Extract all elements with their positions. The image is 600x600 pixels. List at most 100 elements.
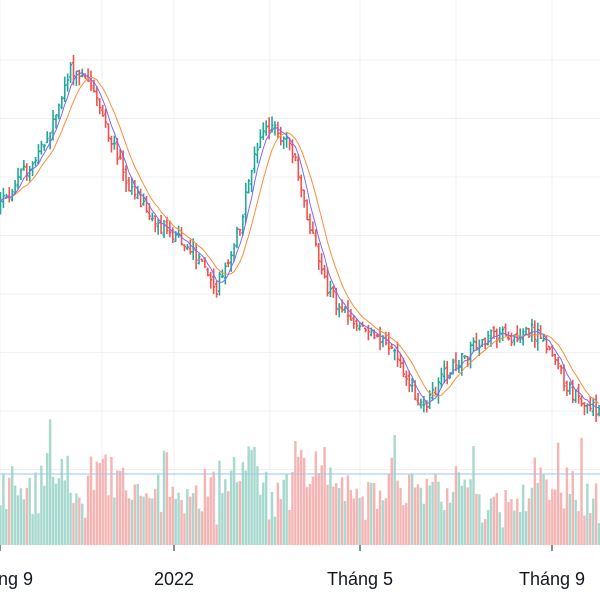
ohlc-bar[interactable]	[311, 221, 315, 234]
ohlc-bar[interactable]	[559, 364, 563, 375]
ohlc-bar[interactable]	[568, 381, 572, 395]
ohlc-bar[interactable]	[10, 189, 14, 202]
ohlc-bar[interactable]	[328, 280, 332, 298]
ohlc-bar[interactable]	[22, 159, 26, 171]
ohlc-bar[interactable]	[445, 361, 449, 385]
ohlc-bar[interactable]	[352, 314, 356, 329]
ohlc-bar[interactable]	[442, 360, 446, 384]
ohlc-bar[interactable]	[235, 226, 239, 249]
ohlc-bar[interactable]	[83, 73, 87, 80]
ohlc-bar[interactable]	[591, 397, 595, 417]
ohlc-bar[interactable]	[130, 177, 134, 195]
ohlc-bar[interactable]	[215, 280, 219, 298]
ohlc-bar[interactable]	[200, 258, 204, 262]
ohlc-bar[interactable]	[107, 123, 111, 142]
ohlc-bar[interactable]	[98, 98, 102, 115]
ohlc-bar[interactable]	[39, 140, 43, 155]
ohlc-bar[interactable]	[63, 76, 67, 102]
ohlc-bar[interactable]	[314, 229, 318, 247]
ohlc-bar[interactable]	[241, 214, 245, 236]
ohlc-bar[interactable]	[518, 328, 522, 343]
ohlc-bar[interactable]	[101, 104, 105, 117]
ohlc-bar[interactable]	[185, 243, 189, 251]
ohlc-bar[interactable]	[118, 148, 122, 160]
ohlc-bar[interactable]	[375, 334, 379, 338]
ohlc-bar[interactable]	[556, 357, 560, 370]
ohlc-bar[interactable]	[515, 325, 519, 343]
ohlc-bar[interactable]	[410, 377, 414, 393]
ohlc-bar[interactable]	[317, 243, 321, 271]
ohlc-bar[interactable]	[34, 156, 38, 166]
ohlc-bar[interactable]	[349, 308, 353, 321]
ohlc-bar[interactable]	[326, 267, 330, 297]
ohlc-bar[interactable]	[533, 320, 537, 348]
ohlc-bar[interactable]	[404, 370, 408, 386]
ohlc-bar[interactable]	[320, 253, 324, 275]
ohlc-bar[interactable]	[69, 62, 73, 83]
ohlc-bar[interactable]	[337, 303, 341, 318]
ohlc-bar[interactable]	[489, 329, 493, 347]
ohlc-bar[interactable]	[434, 386, 438, 396]
ohlc-bar[interactable]	[197, 253, 201, 265]
ohlc-bar[interactable]	[232, 243, 236, 262]
ohlc-bar[interactable]	[264, 120, 268, 136]
ohlc-bar[interactable]	[36, 144, 40, 164]
ohlc-bar[interactable]	[156, 218, 160, 235]
ohlc-bar[interactable]	[308, 213, 312, 235]
ohlc-bar[interactable]	[527, 327, 531, 339]
ohlc-bar[interactable]	[474, 332, 478, 351]
ohlc-bar[interactable]	[393, 348, 397, 361]
ohlc-bar[interactable]	[217, 271, 221, 296]
ohlc-bar[interactable]	[112, 135, 116, 150]
ohlc-bar[interactable]	[416, 392, 420, 406]
ohlc-bar[interactable]	[463, 355, 467, 360]
ohlc-bar[interactable]	[358, 321, 362, 331]
ohlc-bar[interactable]	[16, 167, 20, 189]
ohlc-bar[interactable]	[562, 364, 566, 392]
ohlc-bar[interactable]	[390, 343, 394, 349]
ohlc-bar[interactable]	[296, 154, 300, 181]
ohlc-bar[interactable]	[253, 146, 257, 174]
ohlc-bar[interactable]	[577, 383, 581, 404]
ohlc-bar[interactable]	[323, 264, 327, 279]
ohlc-bar[interactable]	[48, 132, 52, 150]
ohlc-bar[interactable]	[582, 402, 586, 416]
ohlc-bar[interactable]	[238, 228, 242, 236]
ohlc-bar[interactable]	[153, 215, 157, 233]
ohlc-bar[interactable]	[57, 103, 61, 120]
ohlc-bar[interactable]	[250, 169, 254, 193]
ohlc-bar[interactable]	[77, 69, 81, 86]
ohlc-bar[interactable]	[188, 239, 192, 255]
ohlc-bar[interactable]	[407, 370, 411, 393]
ohlc-bar[interactable]	[305, 199, 309, 221]
ohlc-bar[interactable]	[95, 86, 99, 107]
ohlc-bar[interactable]	[255, 142, 259, 164]
ohlc-bar[interactable]	[401, 357, 405, 378]
ohlc-bar[interactable]	[285, 131, 289, 148]
ohlc-bar[interactable]	[585, 403, 589, 414]
ohlc-bar[interactable]	[469, 341, 473, 369]
ohlc-bar[interactable]	[302, 189, 306, 208]
ohlc-bar[interactable]	[553, 353, 557, 365]
ohlc-bar[interactable]	[439, 367, 443, 389]
ohlc-bar[interactable]	[66, 73, 70, 92]
ohlc-bar[interactable]	[19, 168, 23, 181]
ohlc-bar[interactable]	[299, 174, 303, 198]
ohlc-bar[interactable]	[226, 259, 230, 268]
ohlc-bar[interactable]	[124, 165, 128, 192]
ohlc-bar[interactable]	[571, 379, 575, 403]
ohlc-bar[interactable]	[127, 176, 131, 192]
ohlc-bar[interactable]	[399, 353, 402, 369]
ohlc-bar[interactable]	[454, 352, 458, 372]
ohlc-bar[interactable]	[451, 358, 455, 375]
ohlc-bar[interactable]	[282, 136, 286, 150]
ohlc-bar[interactable]	[498, 327, 502, 343]
ohlc-bar[interactable]	[244, 182, 248, 224]
ohlc-bar[interactable]	[54, 113, 58, 129]
ohlc-bar[interactable]	[165, 216, 169, 235]
ohlc-bar[interactable]	[42, 143, 46, 151]
ohlc-bar[interactable]	[45, 131, 49, 144]
ohlc-bar[interactable]	[136, 186, 140, 200]
